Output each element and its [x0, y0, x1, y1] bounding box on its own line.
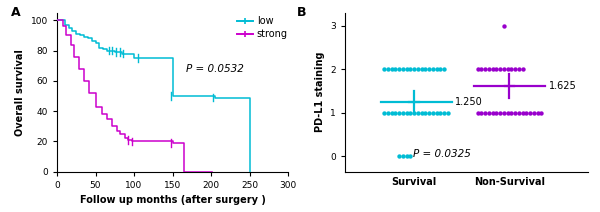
- Point: [473, 68, 482, 71]
- Point: [514, 111, 524, 115]
- Point: [406, 68, 415, 71]
- Y-axis label: Overall survival: Overall survival: [15, 49, 25, 136]
- Point: [391, 68, 400, 71]
- Point: [496, 68, 505, 71]
- Point: [383, 68, 393, 71]
- Point: [496, 111, 505, 115]
- Point: [428, 68, 437, 71]
- Point: [481, 68, 490, 71]
- Text: 1.250: 1.250: [455, 97, 483, 107]
- Point: [506, 111, 516, 115]
- Point: [406, 111, 415, 115]
- Point: [499, 111, 509, 115]
- Point: [439, 111, 449, 115]
- Point: [499, 68, 509, 71]
- Text: 1.625: 1.625: [549, 81, 577, 91]
- Point: [476, 68, 486, 71]
- Point: [518, 68, 527, 71]
- Point: [525, 111, 535, 115]
- Point: [476, 111, 486, 115]
- Text: P = 0.0532: P = 0.0532: [187, 64, 244, 74]
- Point: [510, 111, 520, 115]
- X-axis label: Follow up months (after surgery ): Follow up months (after surgery ): [80, 195, 265, 205]
- Point: [491, 68, 501, 71]
- Point: [484, 68, 494, 71]
- Point: [506, 68, 516, 71]
- Point: [432, 111, 442, 115]
- Point: [402, 111, 412, 115]
- Point: [413, 111, 422, 115]
- Point: [481, 111, 490, 115]
- Point: [394, 68, 404, 71]
- Point: [503, 68, 512, 71]
- Point: [394, 155, 404, 158]
- Point: [533, 111, 542, 115]
- Point: [387, 111, 397, 115]
- Point: [488, 111, 497, 115]
- Point: [421, 68, 430, 71]
- Point: [398, 68, 408, 71]
- Legend: low, strong: low, strong: [238, 16, 288, 39]
- Point: [428, 111, 437, 115]
- Point: [499, 24, 509, 28]
- Point: [394, 111, 404, 115]
- Point: [488, 68, 497, 71]
- Y-axis label: PD-L1 staining: PD-L1 staining: [314, 52, 325, 132]
- Point: [514, 68, 524, 71]
- Point: [391, 111, 400, 115]
- Point: [383, 111, 393, 115]
- Point: [529, 111, 539, 115]
- Point: [503, 111, 512, 115]
- Point: [436, 68, 445, 71]
- Point: [510, 68, 520, 71]
- Text: B: B: [296, 6, 306, 19]
- Point: [379, 68, 389, 71]
- Point: [417, 68, 427, 71]
- Point: [436, 111, 445, 115]
- Point: [402, 155, 412, 158]
- Point: [424, 68, 434, 71]
- Point: [387, 68, 397, 71]
- Point: [484, 111, 494, 115]
- Point: [521, 111, 531, 115]
- Point: [398, 155, 408, 158]
- Point: [409, 111, 419, 115]
- Text: A: A: [11, 6, 20, 19]
- Point: [409, 68, 419, 71]
- Point: [421, 111, 430, 115]
- Point: [518, 111, 527, 115]
- Point: [443, 111, 452, 115]
- Point: [406, 155, 415, 158]
- Point: [439, 68, 449, 71]
- Text: P = 0.0325: P = 0.0325: [413, 149, 471, 159]
- Point: [424, 111, 434, 115]
- Point: [417, 111, 427, 115]
- Point: [473, 111, 482, 115]
- Point: [402, 68, 412, 71]
- Point: [432, 68, 442, 71]
- Point: [491, 111, 501, 115]
- Point: [536, 111, 546, 115]
- Point: [398, 111, 408, 115]
- Point: [379, 111, 389, 115]
- Point: [413, 68, 422, 71]
